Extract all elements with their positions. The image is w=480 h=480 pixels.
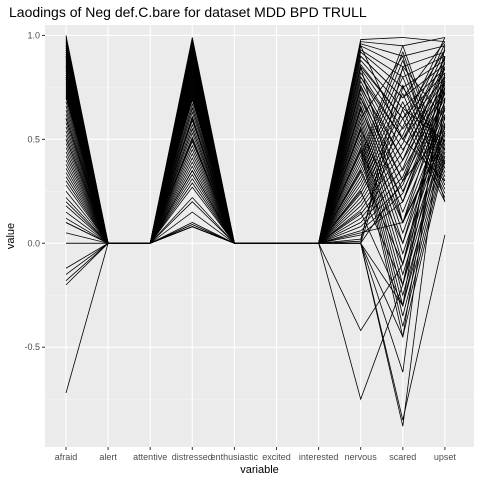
- y-axis-title: value: [5, 223, 17, 249]
- x-tick-label-distressed: distressed: [172, 452, 213, 462]
- grid-lines: [45, 25, 474, 447]
- x-tick-label-nervous: nervous: [345, 452, 378, 462]
- y-tick-label: 1.0: [27, 30, 40, 40]
- x-tick-label-interested: interested: [299, 452, 339, 462]
- x-tick-label-enthusiastic: enthusiastic: [211, 452, 259, 462]
- x-tick-label-alert: alert: [99, 452, 117, 462]
- x-tick-label-scared: scared: [389, 452, 416, 462]
- y-tick-label: -0.5: [24, 342, 40, 352]
- x-tick-label-afraid: afraid: [55, 452, 78, 462]
- x-tick-label-excited: excited: [262, 452, 291, 462]
- y-axis: -0.5 0.0 0.5 1.0: [24, 30, 45, 352]
- x-axis: afraid alert attentive distressedenthusiast…: [55, 447, 457, 462]
- x-tick-label-attentive: attentive: [133, 452, 167, 462]
- x-tick-label-upset: upset: [434, 452, 457, 462]
- series-line-76: [65, 44, 446, 244]
- y-tick-label: 0.5: [27, 134, 40, 144]
- chart-title: Laodings of Neg def.C.bare for dataset M…: [9, 4, 367, 20]
- x-axis-title: variable: [240, 464, 279, 476]
- y-tick-label: 0.0: [27, 238, 40, 248]
- series-lines: [65, 35, 446, 427]
